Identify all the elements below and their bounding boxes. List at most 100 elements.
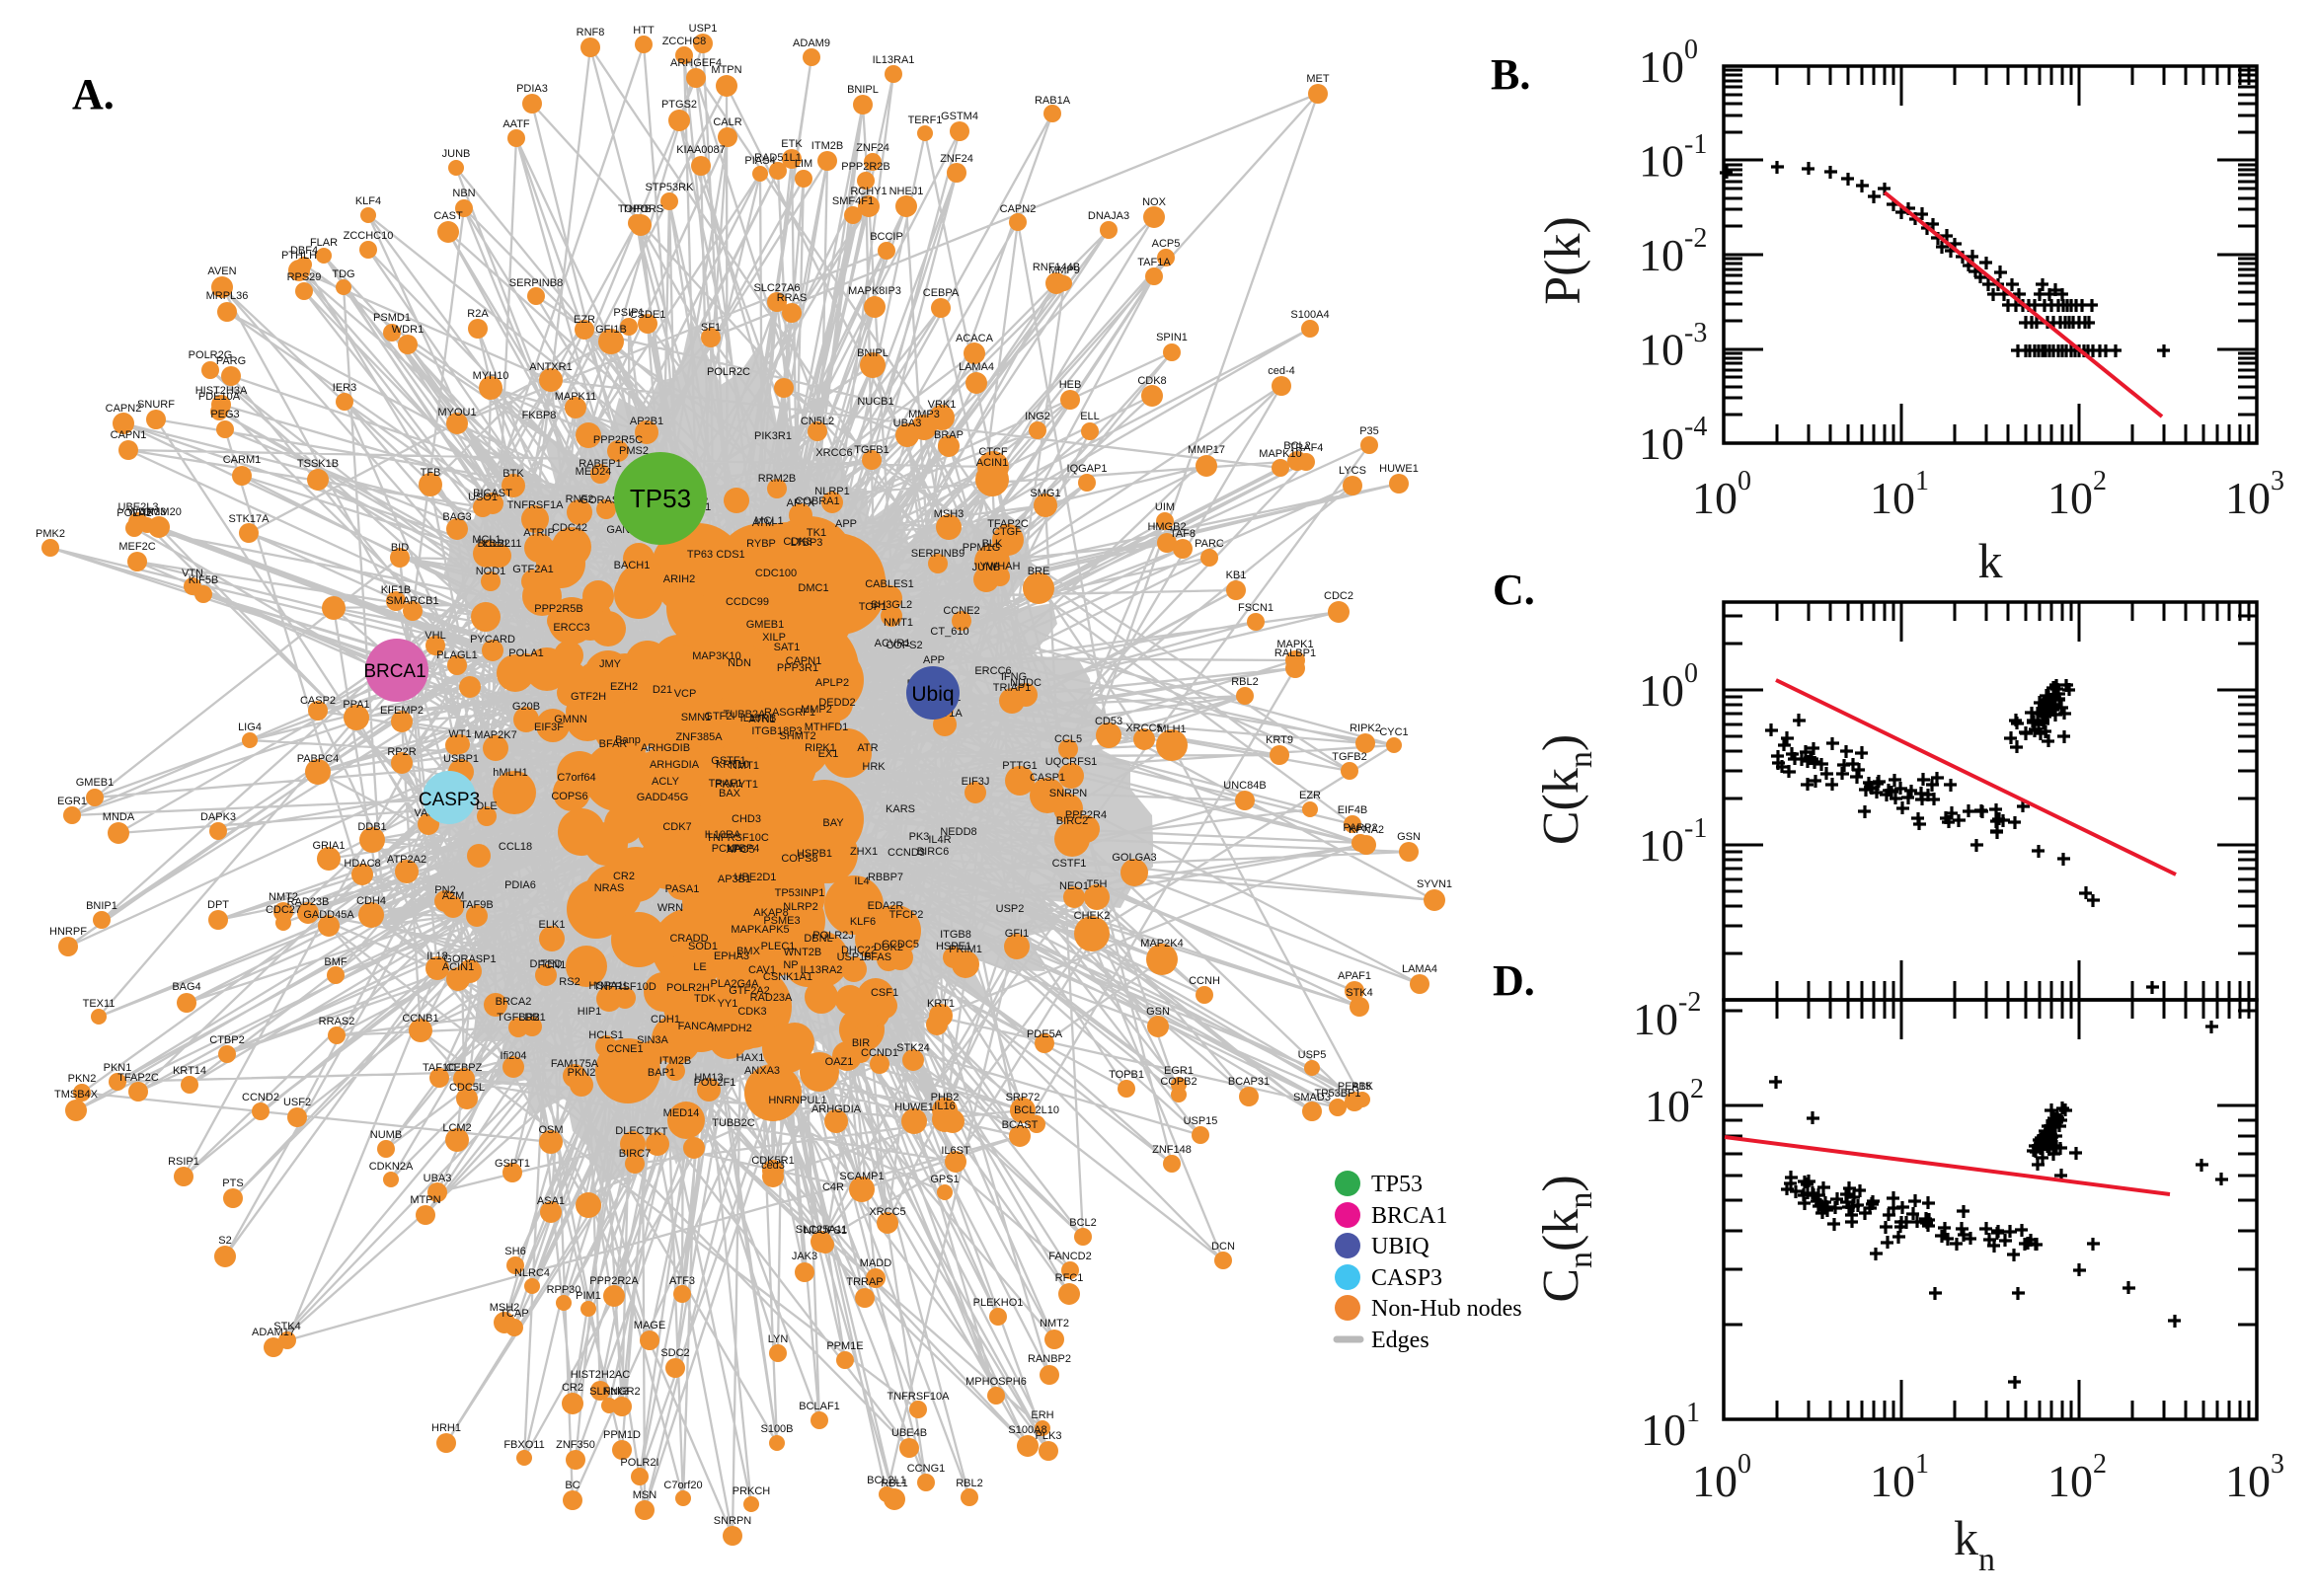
svg-text:PLEC1: PLEC1: [761, 941, 796, 952]
svg-text:FNGR2: FNGR2: [603, 1386, 640, 1398]
svg-text:JUNB: JUNB: [442, 148, 471, 160]
svg-text:PPP2R2B: PPP2R2B: [841, 161, 890, 173]
svg-text:CDC100: CDC100: [755, 568, 797, 579]
svg-text:CN5L2: CN5L2: [801, 416, 834, 427]
svg-text:TFB: TFB: [421, 467, 441, 479]
svg-text:WRN: WRN: [657, 902, 683, 914]
svg-text:NLRP1: NLRP1: [814, 486, 849, 497]
svg-text:XPO5: XPO5: [726, 844, 754, 856]
svg-text:GTF2H: GTF2H: [571, 691, 606, 703]
svg-text:TFCP2: TFCP2: [889, 909, 924, 921]
svg-text:MLH1: MLH1: [1157, 723, 1186, 735]
svg-text:ARHGDIB: ARHGDIB: [641, 742, 690, 754]
svg-text:MAGE: MAGE: [634, 1320, 665, 1331]
svg-text:DNAJA3: DNAJA3: [1088, 210, 1129, 222]
svg-text:BRCA1: BRCA1: [1371, 1203, 1447, 1229]
svg-text:MSN: MSN: [633, 1489, 657, 1501]
svg-text:SHMT2: SHMT2: [779, 730, 815, 742]
svg-text:FBXO11: FBXO11: [503, 1439, 544, 1451]
svg-text:LIG4: LIG4: [238, 722, 262, 733]
svg-text:TERF1: TERF1: [908, 114, 943, 126]
svg-text:CCND2: CCND2: [242, 1092, 279, 1103]
svg-text:TDG: TDG: [332, 268, 354, 280]
svg-text:MRPL36: MRPL36: [206, 290, 249, 302]
svg-text:APP: APP: [835, 518, 857, 530]
svg-text:CCND3: CCND3: [888, 847, 925, 859]
svg-text:RABEP1: RABEP1: [579, 458, 621, 470]
svg-text:BAX: BAX: [719, 788, 741, 799]
svg-text:NOX: NOX: [1142, 196, 1167, 208]
svg-text:LYN: LYN: [768, 1333, 789, 1345]
svg-text:BFAR: BFAR: [599, 738, 628, 750]
svg-text:MAPK8IP3: MAPK8IP3: [848, 285, 901, 297]
svg-text:HSPA1L: HSPA1L: [588, 980, 629, 992]
svg-text:10: 10: [1639, 418, 1684, 469]
svg-text:PPP3R1: PPP3R1: [777, 662, 818, 674]
svg-text:10: 10: [2225, 1456, 2271, 1506]
svg-text:MNDA: MNDA: [103, 811, 135, 823]
svg-text:ACP5: ACP5: [1152, 238, 1181, 250]
svg-text:GSN: GSN: [1397, 831, 1421, 843]
svg-text:MTPN: MTPN: [410, 1194, 440, 1206]
svg-text:-1: -1: [1684, 129, 1707, 160]
svg-text:DAPK3: DAPK3: [200, 811, 236, 823]
svg-text:PPA1: PPA1: [343, 699, 369, 711]
svg-text:BCAP31: BCAP31: [1228, 1076, 1270, 1088]
svg-text:TK1: TK1: [807, 527, 826, 539]
svg-text:BRAP: BRAP: [934, 429, 964, 441]
svg-text:RBBP7: RBBP7: [868, 872, 903, 883]
svg-text:JAK3: JAK3: [792, 1251, 817, 1262]
svg-text:MMP3: MMP3: [908, 409, 940, 420]
svg-text:MTPN: MTPN: [711, 64, 741, 76]
svg-text:ITM2B: ITM2B: [659, 1055, 691, 1067]
svg-text:COPS2: COPS2: [886, 640, 922, 651]
svg-text:CTCF: CTCF: [978, 446, 1008, 458]
svg-text:-3: -3: [1684, 318, 1707, 348]
svg-text:GFI1B: GFI1B: [595, 324, 627, 336]
svg-text:MADD: MADD: [860, 1257, 891, 1269]
svg-text:TEX11: TEX11: [83, 998, 116, 1010]
svg-text:ARHGDIA: ARHGDIA: [811, 1103, 862, 1115]
svg-text:2: 2: [2093, 1449, 2107, 1480]
svg-text:CDH1: CDH1: [651, 1014, 680, 1026]
svg-text:HAX1: HAX1: [736, 1052, 765, 1064]
svg-text:POLR2G: POLR2G: [189, 349, 233, 361]
svg-text:BCAST: BCAST: [1002, 1119, 1039, 1131]
svg-text:IL4R: IL4R: [928, 834, 951, 846]
svg-text:TNFRSF10A: TNFRSF10A: [888, 1391, 951, 1403]
svg-text:NMT1: NMT1: [884, 617, 913, 629]
svg-text:XILP: XILP: [762, 632, 786, 644]
svg-text:SERPINB9: SERPINB9: [911, 548, 965, 560]
svg-text:SNURF: SNURF: [137, 399, 175, 411]
svg-text:CDC42: CDC42: [552, 522, 587, 534]
svg-text:SPIN1: SPIN1: [1156, 332, 1188, 343]
svg-text:MAPK11: MAPK11: [555, 391, 597, 403]
svg-text:MAP2K7: MAP2K7: [474, 729, 516, 741]
svg-text:MED14: MED14: [663, 1107, 700, 1119]
svg-text:KLF4: KLF4: [355, 195, 381, 207]
svg-text:USF2: USF2: [283, 1097, 311, 1108]
svg-text:CCNB1: CCNB1: [402, 1013, 438, 1025]
svg-text:AKAP8: AKAP8: [753, 907, 788, 919]
svg-text:Cn(kn): Cn(kn): [1533, 1175, 1599, 1302]
svg-text:KB1: KB1: [1226, 570, 1247, 581]
svg-text:SNRPN: SNRPN: [714, 1515, 752, 1527]
svg-text:KLF6: KLF6: [850, 916, 876, 928]
svg-text:ERH: ERH: [1031, 1409, 1053, 1421]
svg-text:TKT: TKT: [648, 1126, 668, 1138]
svg-text:BCCIP: BCCIP: [870, 231, 903, 243]
svg-text:ZNF24: ZNF24: [856, 142, 889, 154]
svg-text:ACLY: ACLY: [652, 776, 680, 788]
svg-text:ANXA3: ANXA3: [744, 1065, 780, 1077]
svg-text:A2M: A2M: [442, 890, 465, 902]
svg-text:10: 10: [1633, 994, 1678, 1044]
svg-text:TAF8: TAF8: [1170, 528, 1196, 540]
svg-text:UBE2L3: UBE2L3: [118, 501, 159, 513]
svg-text:S100B: S100B: [760, 1423, 793, 1435]
svg-text:10: 10: [1639, 325, 1684, 375]
svg-text:ATM: ATM: [752, 517, 774, 529]
svg-text:MYH10: MYH10: [473, 370, 509, 382]
svg-text:DOK2: DOK2: [874, 942, 903, 953]
svg-text:UBA3: UBA3: [424, 1173, 452, 1184]
svg-text:GSPT1: GSPT1: [495, 1158, 530, 1170]
